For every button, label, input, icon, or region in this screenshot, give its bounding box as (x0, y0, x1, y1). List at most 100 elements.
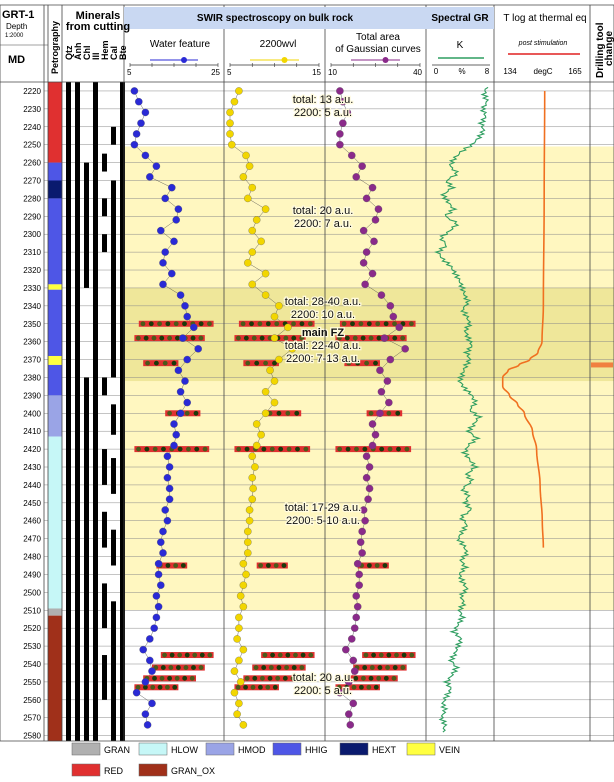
legend-swatch (406, 742, 436, 756)
swir-data-point (183, 312, 191, 321)
fracture-point (360, 335, 366, 341)
swir-data-point (266, 366, 274, 375)
swir-xtick-max: 40 (413, 68, 422, 77)
fracture-point (351, 684, 357, 690)
fracture-point (202, 446, 208, 452)
swir-data-point (239, 602, 248, 611)
fracture-point (391, 675, 397, 681)
swir-data-point (270, 334, 279, 342)
fracture-point (140, 321, 146, 327)
swir-data-point (183, 398, 191, 407)
petrography-interval (48, 284, 62, 290)
swir-data-point (355, 570, 363, 579)
swir-data-point (350, 667, 359, 675)
swir-data-point (275, 302, 283, 310)
fracture-bar (366, 410, 403, 417)
fracture-point (285, 652, 291, 658)
swir-data-point (244, 194, 252, 203)
swir-data-point (348, 151, 356, 160)
fracture-point (385, 665, 390, 670)
swir-data-point (130, 140, 139, 149)
swir-data-point (226, 130, 234, 138)
fracture-point (186, 446, 191, 452)
drilling-tool-change-marker (591, 362, 613, 368)
fracture-point (162, 652, 167, 658)
tlog-curve (501, 90, 546, 548)
tlog-title: T log at thermal eq (503, 13, 586, 24)
depth-tick-label: 2520 (23, 624, 41, 633)
depth-tick-label: 2460 (23, 517, 41, 526)
swir-data-point (376, 366, 384, 375)
fracture-point (366, 321, 372, 327)
swir-data-point (245, 516, 254, 525)
fracture-point (364, 360, 369, 366)
fracture-point (274, 321, 280, 327)
swir-data-point (230, 688, 239, 697)
mineral-presence-bar (111, 180, 116, 378)
depth-tick-label: 2450 (23, 499, 41, 508)
depth-label: Depth (6, 22, 27, 31)
swir-data-point (236, 678, 245, 686)
fracture-point (176, 665, 181, 670)
fracture-point (175, 335, 180, 341)
swir-data-point (359, 259, 368, 267)
fracture-point (135, 335, 141, 341)
fracture-point (291, 335, 297, 341)
mineral-label-ill: Ill (91, 52, 101, 60)
depth-tick-label: 2540 (23, 660, 41, 669)
fracture-bar (344, 360, 380, 367)
fracture-point (235, 684, 241, 690)
swir-data-point (365, 484, 374, 493)
fracture-point (198, 665, 204, 670)
depth-tick-label: 2420 (23, 445, 41, 454)
fracture-point (286, 446, 292, 452)
fracture-point (369, 665, 375, 670)
depth-tick-label: 2260 (23, 159, 41, 168)
fracture-point (336, 684, 342, 690)
fracture-point (291, 321, 296, 327)
swir-data-point (157, 226, 165, 235)
swir-data-point (353, 602, 362, 611)
swir-data-point (157, 538, 165, 546)
fracture-point (258, 563, 263, 568)
fracture-point (182, 321, 187, 327)
swir-data-point (261, 388, 270, 396)
swir-xtick-min: 5 (227, 68, 232, 77)
swir-data-point (386, 302, 395, 310)
swir-data-point (239, 173, 248, 181)
fracture-point (245, 360, 251, 366)
swir-xtick-max: 15 (312, 68, 321, 77)
fracture-point (404, 446, 410, 452)
swir-data-point (356, 538, 365, 546)
legend-label: HHIG (305, 745, 328, 755)
swir-data-point (342, 645, 350, 654)
spectral-gr-track (432, 57, 490, 733)
fracture-point (277, 652, 283, 658)
fracture-point (368, 675, 374, 681)
legend-label: GRAN_OX (171, 766, 215, 776)
swir-data-point (170, 237, 178, 246)
fracture-point (377, 665, 383, 670)
swir-data-point (248, 495, 256, 503)
highlight-zone (124, 287, 614, 382)
gr-tick-max: 8 (485, 67, 490, 76)
depth-tick-label: 2300 (23, 230, 41, 239)
swir-data-point (248, 183, 256, 192)
petrography-interval (48, 615, 62, 741)
md-label: MD (8, 54, 25, 66)
fracture-point (366, 563, 372, 568)
mineral-label-qtz: Qtz (64, 45, 74, 60)
fracture-point (392, 665, 398, 670)
fracture-point (159, 675, 165, 681)
fracture-point (171, 360, 177, 366)
fracture-bar (265, 410, 302, 417)
mineral-presence-bar (111, 126, 116, 145)
swir-data-point (239, 559, 248, 568)
fracture-point (272, 360, 277, 366)
petrography-interval (48, 82, 62, 163)
fracture-point (363, 652, 369, 658)
swir-data-point (152, 162, 161, 170)
depth-tick-label: 2320 (23, 266, 41, 275)
swir-data-point (362, 194, 371, 203)
